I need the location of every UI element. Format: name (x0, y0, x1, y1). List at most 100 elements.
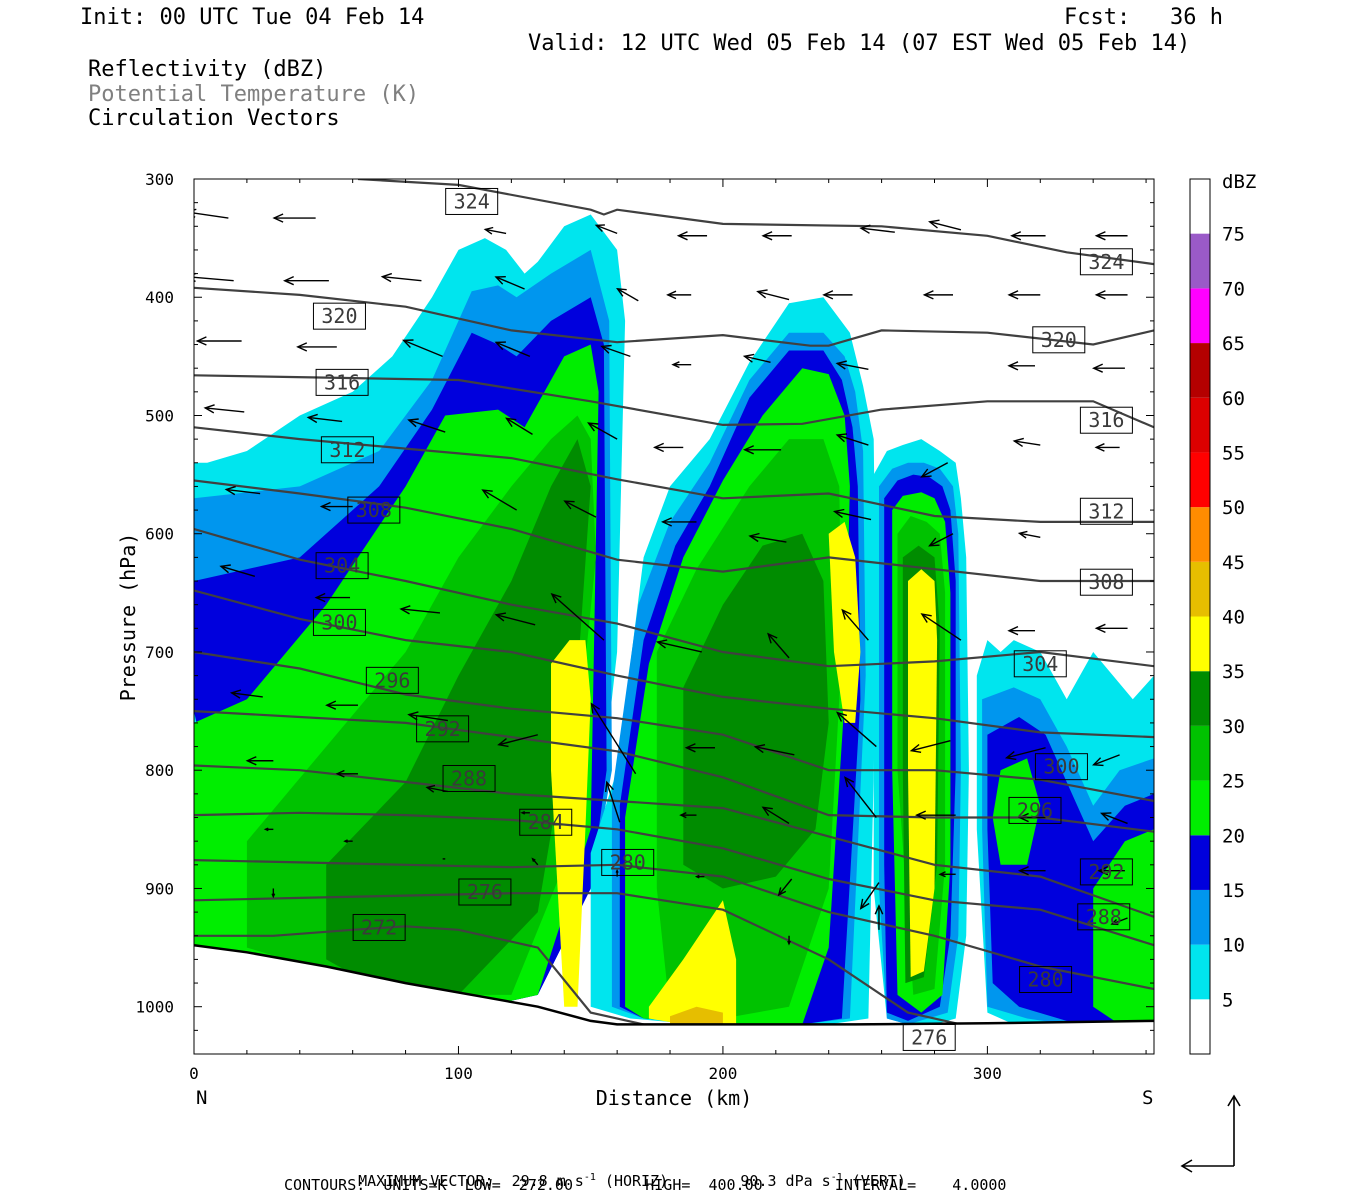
vector-head (1007, 361, 1019, 371)
init-label: Init: 00 UTC Tue 04 Feb 14 (80, 5, 425, 30)
contour-label: 304 (315, 552, 369, 580)
vector-head (928, 537, 940, 547)
circulation-vector (296, 342, 337, 352)
vector-head (306, 413, 318, 424)
theta-contour-layer (194, 179, 1154, 1026)
circulation-vector (1092, 754, 1120, 767)
theta-contour-276 (194, 892, 962, 1026)
contour-label-text: 312 (1088, 499, 1124, 523)
circulation-vector (1007, 361, 1035, 371)
contour-label: 300 (1034, 753, 1088, 781)
colorbar-segment (1190, 780, 1210, 836)
contour-label: 320 (312, 302, 366, 330)
circulation-vector (742, 353, 771, 363)
circulation-vector (550, 592, 605, 641)
contour-label: 280 (1019, 966, 1073, 994)
theta-contour-284 (194, 811, 1154, 947)
circulation-vector (335, 769, 358, 778)
vector-head (335, 769, 345, 778)
vector-head (761, 806, 773, 816)
vector-shaft (837, 362, 869, 371)
vector-head (1017, 812, 1029, 823)
vector-shaft (911, 739, 951, 752)
theta-contour-288 (194, 764, 1154, 918)
valid-time-label: Valid: 12 UTC Wed 05 Feb 14 (07 EST Wed … (528, 31, 1191, 56)
circulation-vector (520, 810, 530, 815)
contour-label-box (601, 848, 655, 876)
vector-shaft (921, 462, 949, 478)
vector-shaft (226, 488, 261, 495)
vector-shaft (1101, 812, 1128, 825)
circulation-vector (914, 810, 956, 820)
vector-head (679, 812, 687, 819)
theta-contour-324 (357, 179, 1154, 266)
contour-label-box (1079, 406, 1133, 434)
contour-label: 312 (320, 436, 374, 464)
colorbar-level-label: 60 (1222, 388, 1245, 410)
vector-shaft (205, 407, 245, 413)
circulation-vector (1097, 866, 1125, 876)
vector-shaft (929, 221, 962, 231)
vector-head (914, 810, 926, 820)
vector-head (615, 868, 619, 874)
vector-shaft (485, 228, 507, 235)
colorbar-title: dBZ (1222, 171, 1256, 193)
contour-label-text: 324 (1088, 250, 1124, 274)
colorbar-level-label: 5 (1222, 989, 1233, 1011)
circulation-vector (676, 231, 708, 241)
vector-head (920, 613, 932, 623)
vector-head (600, 344, 612, 354)
vector-head (497, 738, 509, 748)
vector-shaft (498, 734, 538, 746)
vector-shaft (1014, 440, 1041, 446)
vector-head (835, 360, 847, 370)
vector-head (494, 341, 506, 351)
terrain-line (194, 943, 1154, 1026)
vector-shaft (564, 500, 597, 518)
circulation-vector (684, 743, 715, 753)
vector-head (1017, 530, 1028, 539)
vector-head (531, 857, 536, 862)
vector-shaft (921, 613, 962, 641)
terrain-layer (194, 943, 1154, 1054)
circulation-vector (587, 422, 618, 440)
circulation-vector (1017, 866, 1046, 876)
theta-contour-312 (194, 426, 1154, 524)
vector-head (742, 445, 754, 455)
vector-shaft (1093, 754, 1120, 766)
vector-head (666, 290, 677, 300)
circulation-vector (832, 508, 872, 521)
contour-label-text: 320 (321, 304, 357, 328)
contour-label: 296 (365, 666, 419, 694)
vector-shaft (382, 275, 422, 282)
circulation-vector (679, 812, 697, 819)
circulation-vector (742, 445, 782, 455)
contour-label: 272 (352, 913, 406, 941)
vector-shaft (749, 535, 787, 543)
vector-head (652, 442, 664, 453)
circulation-vector (835, 433, 869, 446)
x-tick-label: 200 (708, 1064, 737, 1083)
vector-head (1092, 757, 1104, 767)
contour-label-text: 284 (528, 810, 564, 834)
circulation-vector (909, 739, 951, 753)
vector-head (563, 500, 575, 510)
vector-head (605, 780, 614, 793)
contour-label: 308 (347, 496, 401, 524)
circulation-vector (859, 882, 880, 910)
vector-head (550, 592, 562, 604)
theta-contour-316 (194, 374, 1154, 429)
contour-label-box (1079, 248, 1133, 276)
vert-unit-exponent: -1 (830, 1172, 843, 1183)
reflectivity-region-15 (670, 1006, 723, 1025)
contour-label-box (1034, 753, 1088, 781)
field-reflectivity-label: Reflectivity (dBZ) (88, 57, 327, 82)
vector-shaft (767, 633, 790, 659)
contour-label-box (1019, 966, 1073, 994)
contour-label-box (315, 368, 369, 396)
contour-label: 300 (312, 608, 366, 636)
vector-head (777, 887, 787, 897)
colorbar-level-label: 20 (1222, 825, 1245, 847)
circulation-vector (1017, 812, 1046, 823)
contour-label: 320 (1032, 326, 1086, 354)
